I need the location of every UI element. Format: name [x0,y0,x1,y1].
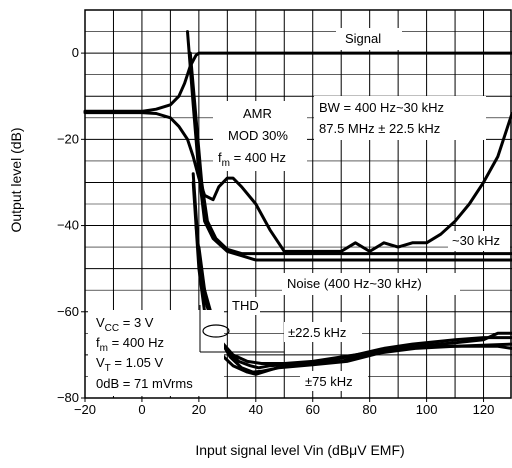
condition-vcc-sub: CC [105,323,119,334]
y-tick-label: 0 [72,45,79,60]
x-tick-label: 120 [473,402,495,417]
annotation-amr-1: AMR [243,106,272,121]
annotation-75khz: ±75 kHz [305,374,353,389]
annotations: Signal BW = 400 Hz~30 kHz 87.5 MHz ± 22.… [96,31,500,391]
condition-0db: 0dB = 71 mVrms [96,376,193,391]
annotation-bw-2: 87.5 MHz ± 22.5 kHz [319,121,440,136]
condition-vcc-main: V [96,315,105,330]
condition-vcc-rest: = 3 V [119,315,154,330]
annotation-thd: THD [232,298,259,313]
x-tick-label: 0 [138,402,145,417]
y-tick-label: −60 [57,304,79,319]
y-tick-label: −80 [57,390,79,405]
x-tick-label: 100 [416,402,438,417]
x-tick-label: 80 [362,402,376,417]
annotation-22-5khz: ±22.5 kHz [288,325,346,340]
annotation-30khz: ~30 kHz [452,233,500,248]
x-tick-label: 40 [249,402,263,417]
y-tick-label: −40 [57,218,79,233]
condition-vt-main: V [96,355,105,370]
annotation-amr-2: MOD 30% [228,128,288,143]
annotation-noise: Noise (400 Hz~30 kHz) [287,276,422,291]
condition-vt-rest: = 1.05 V [111,355,164,370]
condition-fm-rest: = 400 Hz [108,335,164,350]
x-tick-label: 60 [305,402,319,417]
annotation-amr-3-sub: m [222,158,230,169]
y-axis-label: Output level (dB) [8,127,24,232]
annotation-signal: Signal [345,31,381,46]
annotation-bw-1: BW = 400 Hz~30 kHz [319,100,444,115]
x-axis-label: Input signal level Vin (dBμV EMF) [195,442,404,458]
x-tick-label: 20 [192,402,206,417]
y-tick-label: −20 [57,131,79,146]
condition-fm-sub: m [100,343,108,354]
annotation-amr-3-rest: = 400 Hz [230,150,286,165]
